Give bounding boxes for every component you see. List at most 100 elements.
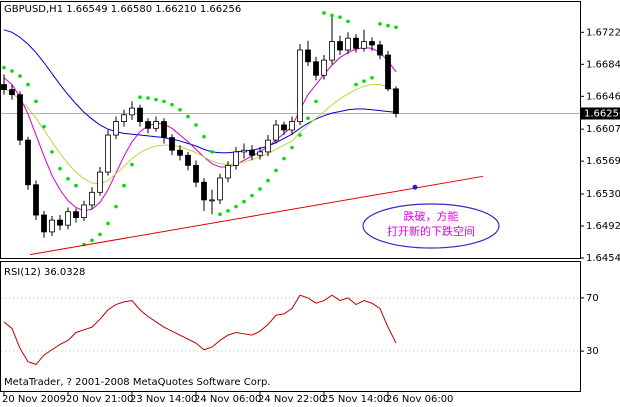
- candle-body: [385, 54, 391, 90]
- sar-dot: [242, 199, 246, 204]
- sar-dot: [114, 204, 118, 209]
- candle-body: [313, 61, 319, 76]
- candle-body: [209, 199, 215, 202]
- sar-dot: [122, 183, 126, 188]
- sar-dot: [170, 102, 174, 107]
- candle-body: [57, 219, 63, 226]
- sar-dot: [370, 75, 374, 80]
- sar-dot: [266, 178, 270, 183]
- sar-dot: [146, 96, 150, 100]
- sar-dot: [58, 166, 62, 171]
- candle-body: [345, 37, 351, 51]
- annotation: 打开新的下跌空间: [387, 224, 475, 238]
- sar-dot: [354, 82, 358, 87]
- trendline: [29, 175, 484, 256]
- candle-body: [33, 184, 39, 216]
- candle-body: [353, 37, 359, 49]
- sar-dot: [394, 25, 398, 30]
- sar-dot: [26, 82, 30, 87]
- candle-body: [233, 151, 239, 166]
- rsi-line: [3, 294, 397, 365]
- candle-body: [113, 121, 119, 136]
- sar-dot: [50, 150, 54, 154]
- sar-dot: [2, 65, 6, 70]
- sar-dot: [330, 13, 334, 18]
- y-tick-label: 1.64920: [586, 221, 620, 232]
- candle-body: [9, 89, 15, 96]
- candle-body: [89, 191, 95, 206]
- candle-body: [337, 41, 343, 51]
- moving-average: [3, 84, 397, 185]
- candle-body: [393, 88, 399, 114]
- last-price-box: [581, 107, 620, 120]
- candle-body: [65, 211, 71, 226]
- sar-dot: [282, 156, 286, 161]
- candle-body: [377, 44, 383, 56]
- candle-body: [361, 41, 367, 49]
- sar-dot: [362, 79, 366, 83]
- sar-dot: [178, 107, 182, 112]
- candle-body: [185, 154, 191, 166]
- x-tick-label: 23 Nov 14:00: [130, 394, 197, 405]
- y-tick-label: 1.66460: [586, 91, 620, 102]
- candle-body: [201, 181, 207, 201]
- y-tick-label: 1.65300: [586, 189, 620, 200]
- y-tick-label: 1.66070: [586, 124, 620, 135]
- sar-dot: [290, 145, 294, 150]
- y-tick-label: 1.65690: [586, 156, 620, 167]
- sar-dot: [42, 124, 46, 129]
- sar-dot: [234, 204, 238, 209]
- candle-body: [241, 149, 247, 153]
- x-tick-label: 24 Nov 22:00: [258, 394, 325, 405]
- sar-dot: [274, 168, 278, 173]
- footer: MetaTrader, ? 2001-2008 MetaQuotes Softw…: [4, 377, 270, 388]
- y-tick-label: 1.64540: [586, 253, 620, 264]
- candle-body: [129, 107, 135, 116]
- sar-dot: [226, 209, 230, 213]
- sar-dot: [18, 74, 22, 78]
- candle-body: [49, 219, 55, 233]
- candle-body: [177, 149, 183, 156]
- candle-body: [193, 164, 199, 183]
- candle-body: [121, 114, 127, 122]
- sar-dot: [98, 232, 102, 237]
- chart-title: GBPUSD,H1 1.66549 1.66580 1.66210 1.6625…: [4, 4, 241, 15]
- candle-body: [305, 49, 311, 63]
- candle-body: [153, 121, 159, 129]
- candle-body: [169, 137, 175, 151]
- candle-body: [289, 121, 295, 131]
- candle-body: [249, 149, 255, 156]
- candle-body: [297, 49, 303, 122]
- sar-dot: [250, 193, 254, 198]
- candle-body: [329, 41, 335, 61]
- sar-dot: [346, 19, 350, 24]
- sar-dot: [298, 133, 302, 137]
- candle-body: [257, 151, 263, 156]
- candle-body: [217, 177, 223, 201]
- main-panel: [0, 1, 581, 259]
- sar-dot: [386, 23, 390, 28]
- sar-dot: [66, 177, 70, 181]
- sar-dot: [154, 97, 158, 102]
- y-tick-label: 70: [586, 293, 599, 304]
- sar-dot: [186, 114, 190, 119]
- y-tick-label: 1.67220: [586, 27, 620, 38]
- x-tick-label: 20 Nov 2009: [2, 394, 66, 405]
- candle-body: [81, 204, 87, 218]
- annotation: 跌破，方能: [404, 209, 459, 223]
- candle-body: [105, 134, 111, 173]
- candle-body: [145, 121, 151, 129]
- candle-body: [273, 124, 279, 141]
- annotation-ellipse: [362, 203, 500, 249]
- sar-dot: [378, 22, 382, 26]
- x-tick-label: 25 Nov 14:00: [322, 394, 389, 405]
- sar-dot: [10, 69, 14, 73]
- sar-dot: [202, 134, 206, 139]
- sar-dot: [90, 238, 94, 243]
- sar-dot: [106, 221, 110, 226]
- candle-body: [281, 124, 287, 131]
- candle-body: [161, 121, 167, 138]
- sar-dot: [74, 183, 78, 188]
- sar-dot: [138, 95, 142, 99]
